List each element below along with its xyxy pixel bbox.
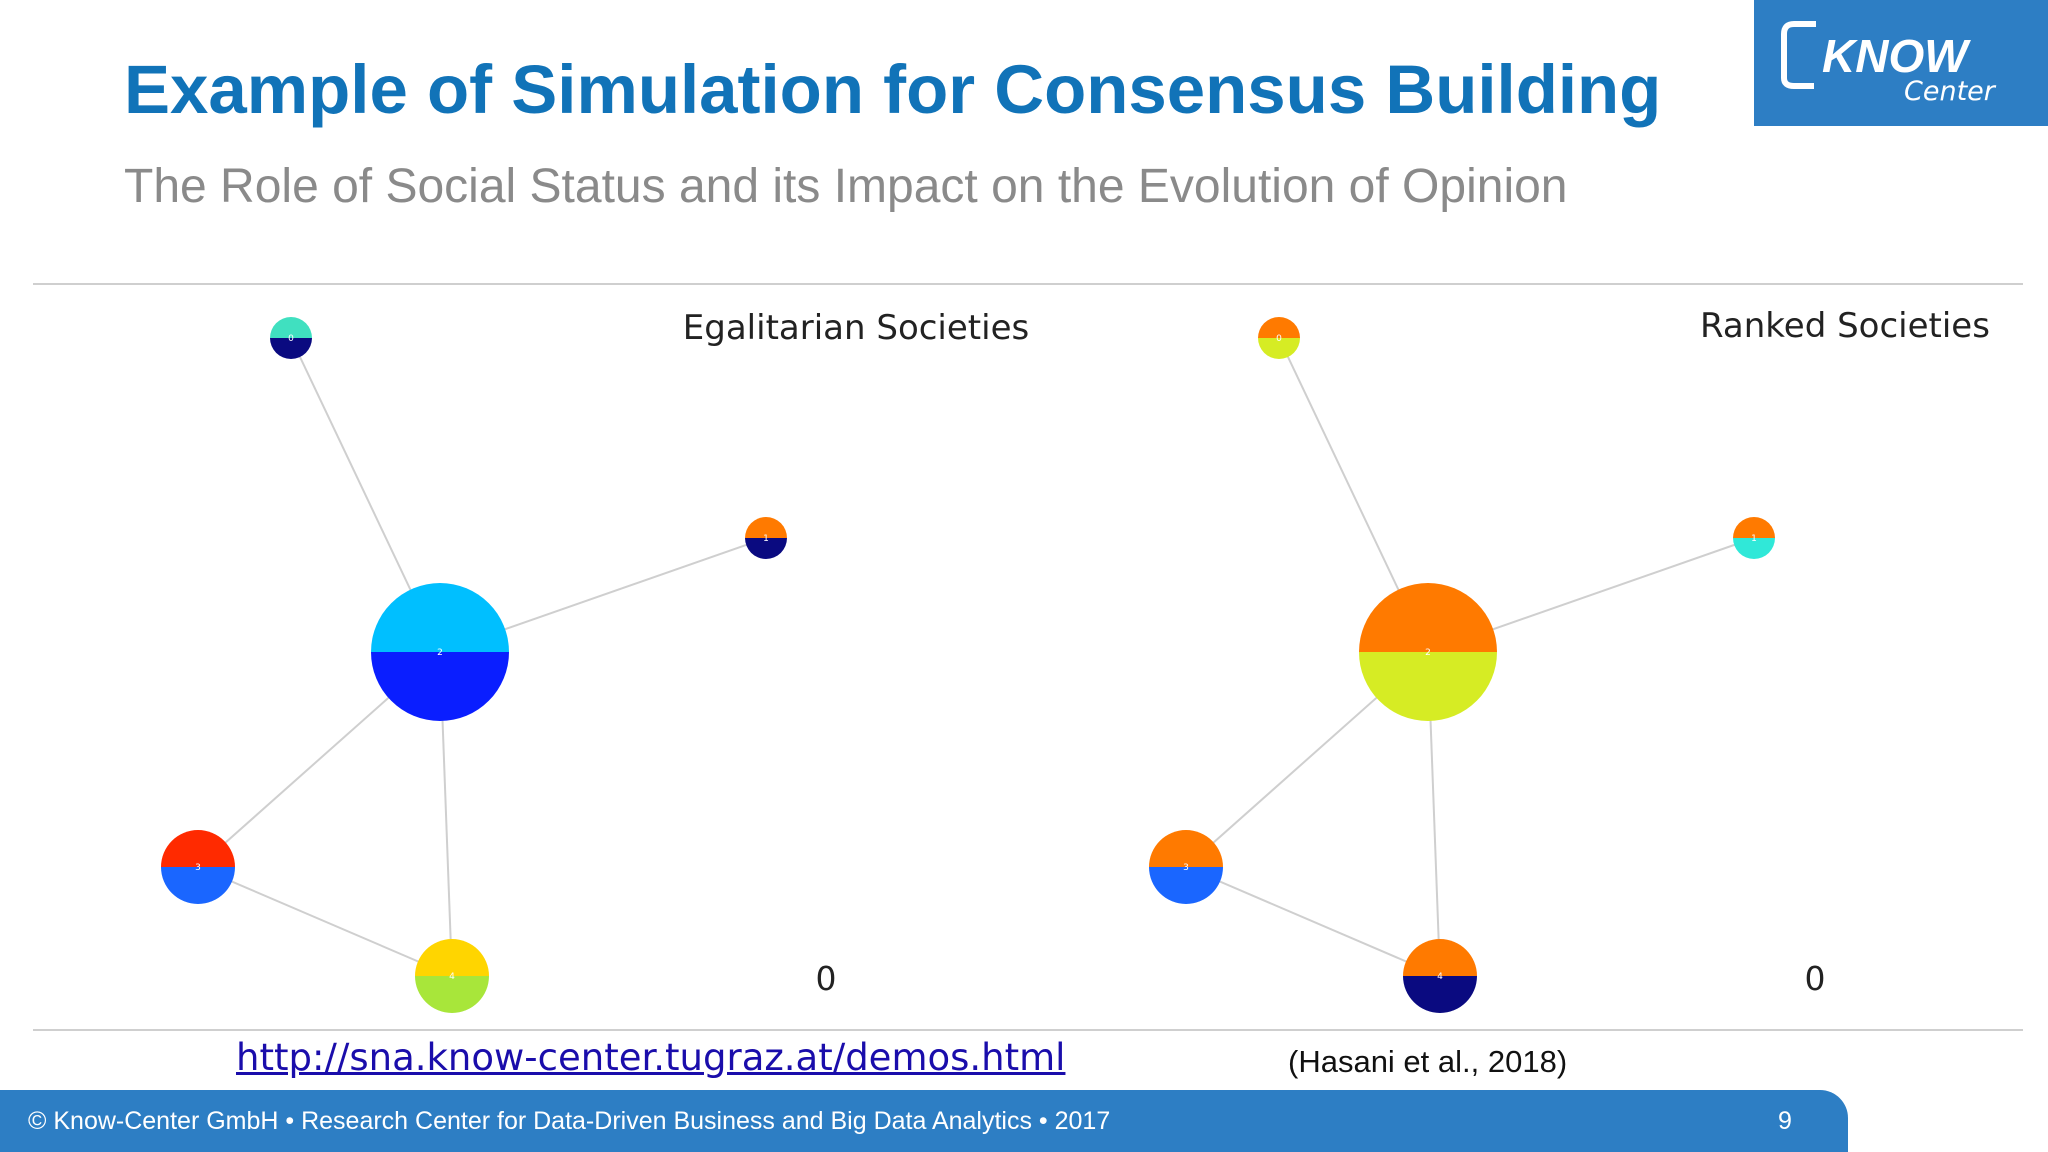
network-node-2: 2 — [1359, 583, 1497, 721]
logo-word-know: KNOW — [1822, 30, 1971, 82]
node-label: 3 — [1183, 863, 1189, 873]
panel-egalitarian: 0 1 2 3 4 Egalitarian Societies 0 — [161, 308, 1029, 1013]
node-top-half — [1258, 317, 1300, 338]
simulation-figure: 0 1 2 3 4 Egalitarian Societies 0 0 1 2 3 4 Rank… — [161, 306, 1990, 1013]
network-node-4: 4 — [1403, 939, 1477, 1013]
node-label: 4 — [1437, 972, 1443, 982]
node-top-half — [161, 830, 235, 867]
node-label: 3 — [195, 863, 201, 873]
node-top-half — [745, 517, 787, 538]
slide-title: Example of Simulation for Consensus Buil… — [124, 51, 1662, 128]
node-label: 4 — [449, 972, 455, 982]
node-bottom-half — [371, 652, 509, 721]
node-label: 2 — [437, 648, 443, 658]
node-bottom-half — [415, 976, 489, 1013]
know-center-logo: KNOW Center — [1754, 0, 2048, 126]
node-bottom-half — [1359, 652, 1497, 721]
demo-link[interactable]: http://sna.know-center.tugraz.at/demos.h… — [236, 1036, 1066, 1079]
time-step-counter: 0 — [816, 959, 837, 998]
footer-bar: © Know-Center GmbH • Research Center for… — [0, 1090, 1848, 1152]
network-edge-3-4 — [1185, 866, 1441, 977]
panel-title: Ranked Societies — [1700, 306, 1990, 346]
node-top-half — [270, 317, 312, 338]
node-label: 1 — [763, 534, 769, 544]
top-divider — [33, 283, 2023, 285]
network-node-4: 4 — [415, 939, 489, 1013]
citation: (Hasani et al., 2018) — [1288, 1044, 1568, 1079]
network-edge-3-4 — [197, 866, 453, 977]
node-bottom-half — [1403, 976, 1477, 1013]
node-bottom-half — [1149, 867, 1223, 904]
bottom-divider — [33, 1029, 2023, 1031]
node-top-half — [415, 939, 489, 976]
node-top-half — [1149, 830, 1223, 867]
node-label: 2 — [1425, 648, 1431, 658]
node-label: 1 — [1751, 534, 1757, 544]
panel-ranked: 0 1 2 3 4 Ranked Societies 0 — [1149, 306, 1990, 1013]
node-top-half — [1733, 517, 1775, 538]
panel-title: Egalitarian Societies — [683, 308, 1029, 348]
logo-word-center: Center — [1904, 76, 1997, 107]
time-step-counter: 0 — [1805, 959, 1826, 998]
node-label: 0 — [288, 334, 294, 344]
node-bottom-half — [745, 538, 787, 559]
network-node-1: 1 — [1733, 517, 1775, 559]
slide-subtitle: The Role of Social Status and its Impact… — [124, 160, 1568, 213]
footer-copyright: © Know-Center GmbH • Research Center for… — [28, 1107, 1111, 1135]
page-number: 9 — [1778, 1107, 1792, 1135]
network-node-3: 3 — [161, 830, 235, 904]
network-node-0: 0 — [270, 317, 312, 359]
node-bottom-half — [161, 867, 235, 904]
node-bottom-half — [270, 338, 312, 359]
node-bottom-half — [1733, 538, 1775, 559]
node-top-half — [371, 583, 509, 652]
node-label: 0 — [1276, 334, 1282, 344]
node-top-half — [1359, 583, 1497, 652]
network-node-1: 1 — [745, 517, 787, 559]
node-top-half — [1403, 939, 1477, 976]
node-bottom-half — [1258, 338, 1300, 359]
network-node-2: 2 — [371, 583, 509, 721]
network-node-3: 3 — [1149, 830, 1223, 904]
network-node-0: 0 — [1258, 317, 1300, 359]
